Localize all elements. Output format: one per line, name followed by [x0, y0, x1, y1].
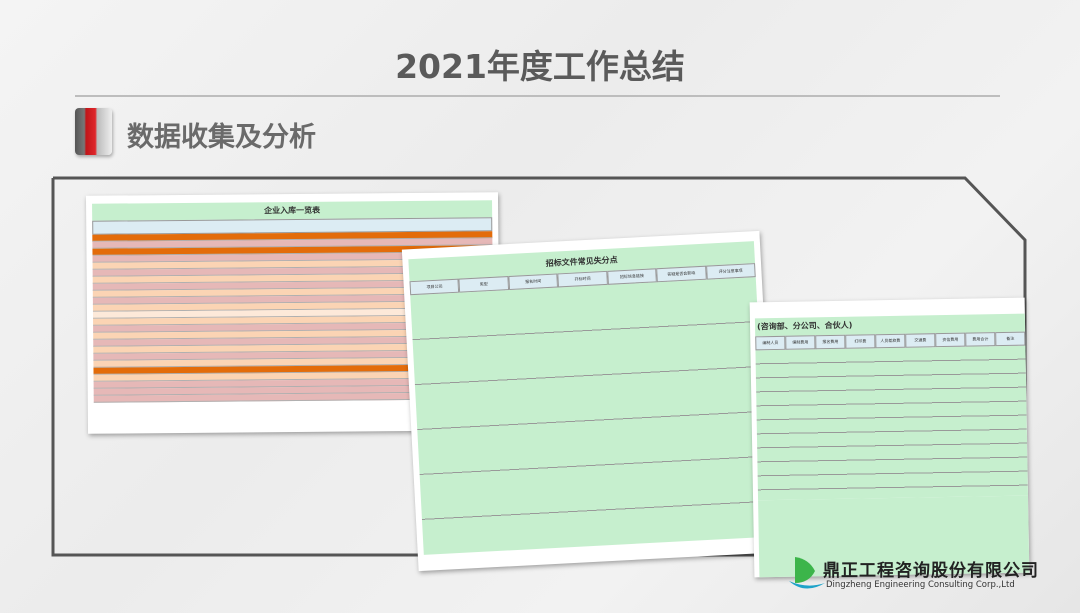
sheet-bid-loss-points: 招标文件常见失分点 项目公司 类型 报名时间 开标时间 招标信息链接 答疑是否会影响 评分注…	[401, 230, 777, 572]
column-header: 人员差旅费	[875, 333, 906, 349]
column-header: 答疑是否会影响	[656, 265, 707, 283]
column-header: 资信费用	[935, 332, 966, 348]
company-logo-icon	[789, 557, 825, 589]
column-header: 编制人员	[755, 335, 786, 351]
sheet-expense-table: (咨询部、分公司、合伙人) 编制人员 编制费用 报名费用 打印费 人员差旅费 交通费 资信费…	[749, 297, 1030, 578]
column-header: 报名时间	[508, 273, 559, 291]
column-header: 开标时间	[557, 270, 608, 288]
column-header: 评分注意事项	[705, 263, 756, 280]
title-divider	[75, 95, 1000, 97]
column-header: 打印费	[845, 334, 876, 349]
column-header: 类型	[458, 276, 509, 293]
company-name-cn: 鼎正工程咨询股份有限公司	[823, 561, 1039, 581]
column-header: 编制费用	[785, 335, 816, 350]
section-marker-icon	[75, 108, 112, 155]
column-header: 备注	[995, 331, 1026, 347]
company-name-en: Dingzheng Engineering Consulting Corp.,L…	[826, 580, 1015, 590]
column-header: 项目公司	[409, 278, 460, 296]
slide-title: 2021年度工作总结	[395, 47, 685, 86]
column-header: 交通费	[905, 333, 936, 348]
column-header: 费用合计	[965, 332, 996, 347]
column-header: 招标信息链接	[606, 268, 657, 285]
section-title: 数据收集及分析	[127, 122, 316, 153]
column-header: 报名费用	[815, 334, 846, 350]
